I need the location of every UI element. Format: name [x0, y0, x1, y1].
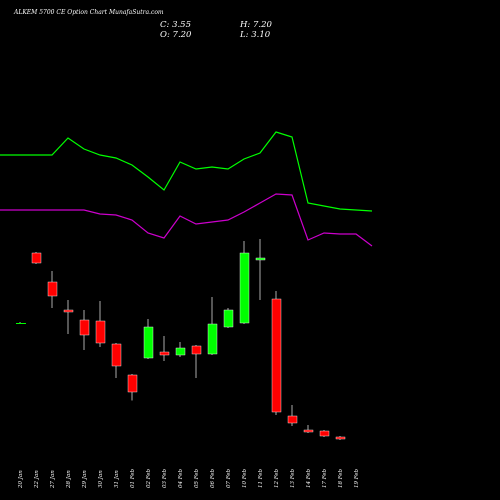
upper-line-path [0, 131, 373, 212]
candle-body [223, 309, 234, 328]
candle-body [111, 343, 122, 367]
x-tick-label: 10 Feb [242, 468, 248, 488]
candle-body [239, 252, 250, 324]
candle-body [47, 281, 58, 297]
x-tick-label: 29 Jan [82, 470, 88, 489]
x-tick-label: 12 Feb [274, 468, 280, 488]
candle-body [16, 323, 26, 324]
x-tick-label: 31 Jan [114, 470, 120, 488]
x-tick-label: 30 Jan [98, 470, 104, 488]
candle-body [159, 351, 170, 356]
low-value: L: 3.10 [240, 30, 271, 40]
candle-body [207, 323, 218, 355]
candle-body [319, 430, 330, 437]
upper-indicator-line [0, 131, 373, 212]
candle-body [335, 436, 346, 440]
x-tick-label: 17 Feb [322, 468, 328, 488]
close-value: C: 3.55 [160, 20, 191, 30]
x-tick-label: 18 Feb [338, 468, 344, 488]
candles [16, 239, 346, 440]
lower-indicator-line [0, 193, 373, 247]
candle-body [191, 345, 202, 355]
candle-body [79, 319, 90, 336]
x-tick-label: 27 Jan [50, 470, 56, 489]
x-tick-label: 13 Feb [290, 468, 296, 488]
candle-body [175, 347, 186, 356]
x-tick-label: 20 Jan [18, 470, 24, 489]
candle-body [271, 298, 282, 413]
x-tick-label: 14 Feb [306, 468, 312, 488]
x-tick-label: 02 Feb [146, 468, 152, 488]
x-tick-label: 11 Feb [258, 468, 264, 488]
x-tick-label: 22 Jan [34, 470, 40, 489]
x-axis-labels: 20 Jan 22 Jan 27 Jan 28 Jan 29 Jan 30 Jan 31 J… [18, 468, 360, 489]
candle-body [255, 257, 266, 261]
candle-body [95, 320, 106, 344]
candle-body [127, 374, 138, 393]
candle-body [63, 309, 74, 313]
x-tick-label: 03 Feb [162, 468, 168, 488]
open-value: O: 7.20 [160, 30, 192, 40]
x-tick-label: 19 Feb [354, 468, 360, 488]
candle-body [287, 415, 298, 424]
x-tick-label: 04 Feb [178, 468, 184, 488]
x-tick-label: 28 Jan [66, 470, 72, 489]
x-tick-label: 05 Feb [194, 468, 200, 488]
x-tick-label: 06 Feb [210, 468, 216, 488]
candle-body [143, 326, 154, 359]
candle-body [31, 252, 42, 264]
x-tick-label: 07 Feb [226, 468, 232, 488]
lower-line-path [0, 193, 373, 247]
x-tick-label: 01 Feb [130, 468, 136, 488]
high-value: H: 7.20 [240, 20, 272, 30]
chart-title: ALKEM 5700 CE Option Chart MunafaSutra.c… [14, 9, 164, 16]
candle-body [303, 429, 314, 433]
